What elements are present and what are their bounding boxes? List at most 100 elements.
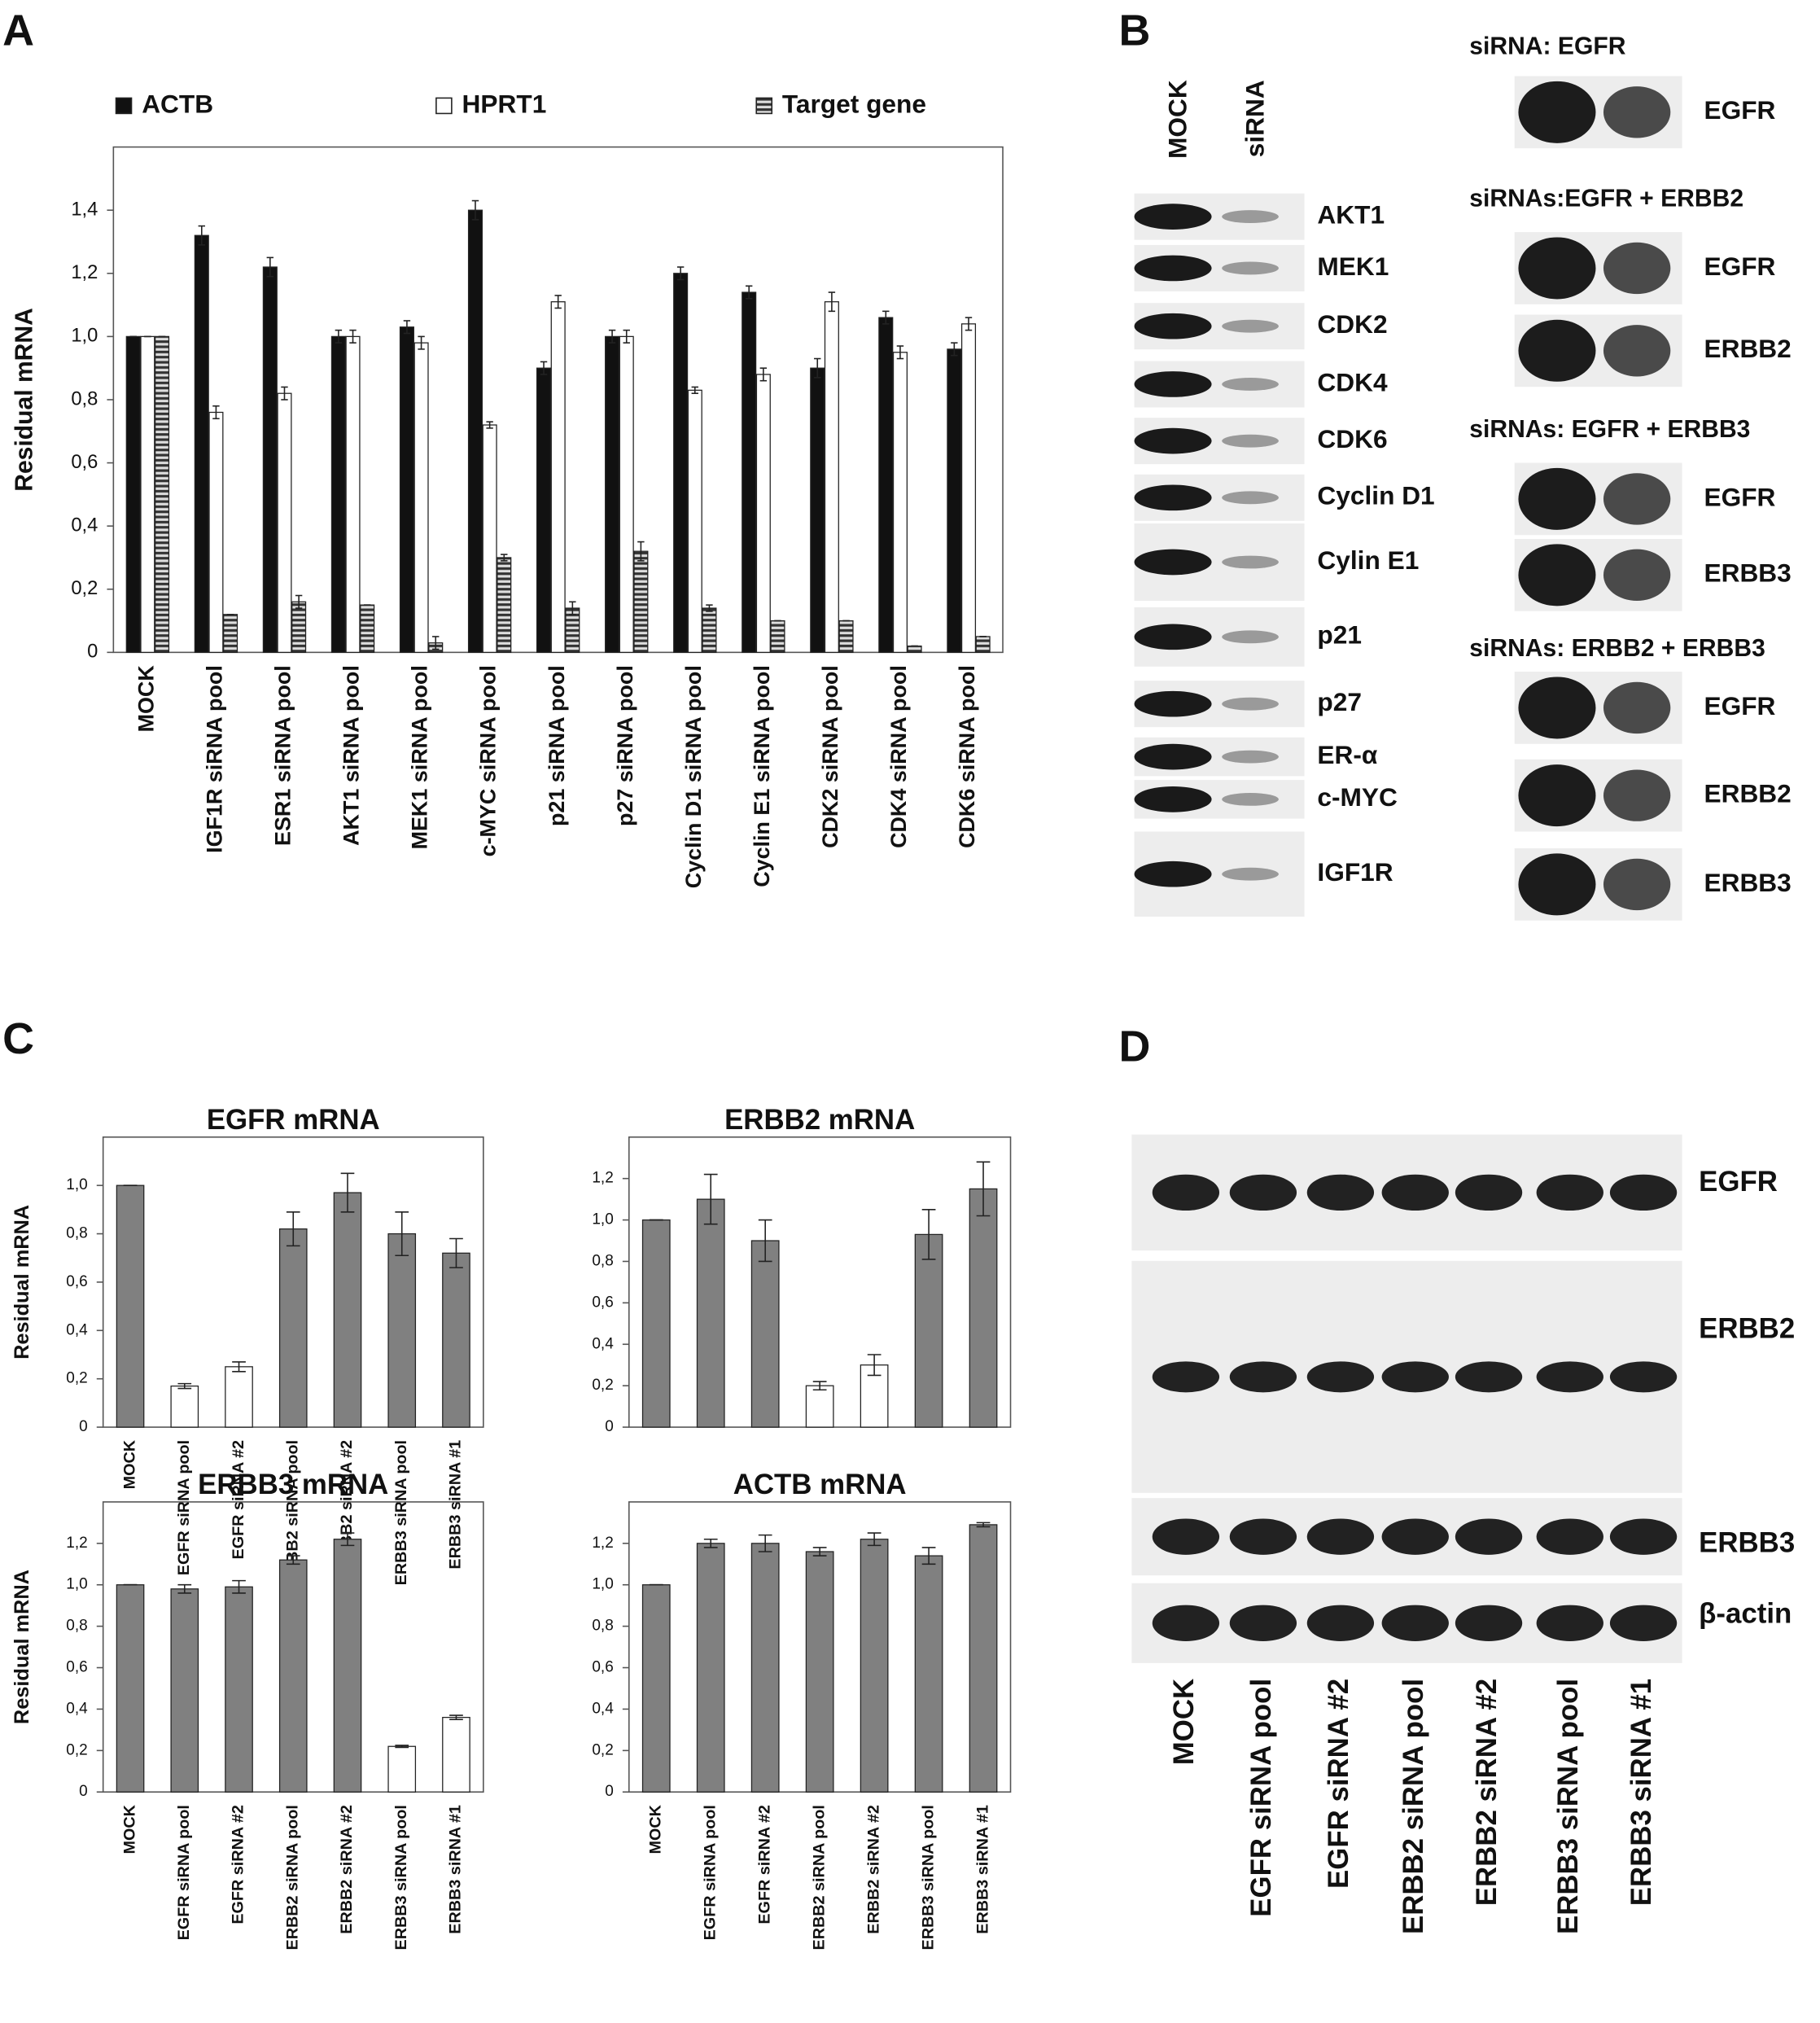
error-bar (554, 295, 562, 309)
blot-band (1134, 860, 1212, 887)
bar (442, 1252, 470, 1428)
y-tick-label: 0 (87, 641, 98, 663)
error-bar (976, 1161, 991, 1217)
bar (140, 335, 155, 653)
y-tick-label: 1,2 (592, 1170, 613, 1187)
blot-band (1229, 1518, 1297, 1555)
y-tick-label: 1,0 (592, 1576, 613, 1593)
y-tick-label: 0,4 (66, 1700, 88, 1717)
error-bar (703, 1173, 718, 1225)
x-tick-label: c-MYC siRNA pool (476, 665, 501, 856)
blot-band (1229, 1361, 1297, 1393)
error-bar (177, 1382, 192, 1390)
error-bar (286, 1555, 300, 1565)
blot-label: AKT1 (1317, 199, 1385, 229)
x-tick-label: ERBB2 siRNA #2 (338, 1440, 356, 1570)
error-bar (921, 1209, 936, 1260)
bar (838, 620, 854, 653)
bar (223, 614, 238, 653)
error-bar (266, 256, 274, 278)
lane-label: ERBB3 siRNA pool (1552, 1679, 1584, 1934)
y-tick-label: 0,2 (71, 577, 98, 599)
bar (116, 1184, 145, 1428)
y-tick-label: 1,2 (592, 1535, 613, 1552)
chart-title: ERBB2 mRNA (724, 1104, 915, 1136)
blot-band (1222, 491, 1279, 505)
blot-label: EGFR (1704, 252, 1775, 281)
lane-label: siRNA (1240, 80, 1269, 157)
legend-label: HPRT1 (462, 89, 547, 118)
bar (277, 392, 292, 653)
blot-band (1222, 792, 1279, 806)
x-tick-label: ERBB2 siRNA #2 (864, 1805, 882, 1934)
bar (805, 1385, 834, 1428)
blot-label: ERBB2 (1699, 1313, 1795, 1345)
x-tick-label: EGFR siRNA pool (175, 1805, 193, 1940)
blot-band (1381, 1605, 1449, 1641)
y-tick-label: 0,6 (592, 1294, 613, 1311)
error-bar (812, 1547, 827, 1557)
error-bar (637, 541, 645, 562)
bar (116, 1584, 145, 1793)
error-bar (608, 329, 616, 344)
error-bar (867, 1532, 882, 1547)
bar (208, 411, 224, 653)
bar (550, 301, 566, 653)
blot-label: CDK2 (1317, 309, 1387, 339)
blot-band (1222, 210, 1279, 224)
x-tick-label: Cyclin E1 siRNA pool (750, 665, 774, 887)
blot-band (1381, 1518, 1449, 1555)
blot-band (1222, 697, 1279, 711)
blot-band (1603, 681, 1671, 734)
error-bar (965, 317, 973, 331)
error-bar (471, 199, 479, 221)
bar (805, 1551, 834, 1793)
x-tick-label: EGFR siRNA #2 (230, 1805, 247, 1924)
blot-band (1609, 1361, 1678, 1393)
bar (824, 301, 839, 653)
bar (387, 1745, 417, 1793)
blot-band (1536, 1605, 1603, 1641)
blot-label: EGFR (1704, 482, 1775, 511)
error-bar (867, 1354, 882, 1377)
blot-label: ERBB2 (1704, 334, 1791, 363)
x-tick-label: ERBB3 siRNA #1 (447, 1805, 465, 1934)
blot-band (1455, 1605, 1523, 1641)
error-bar (432, 636, 440, 650)
bar (387, 1233, 417, 1428)
y-tick-label: 0 (79, 1783, 88, 1800)
blot-band (1306, 1605, 1375, 1641)
blot-band (1152, 1605, 1220, 1641)
error-bar (335, 329, 343, 344)
blot-band (1134, 549, 1212, 576)
blot-label: ERBB2 (1704, 778, 1791, 808)
bar (442, 1716, 470, 1793)
error-bar (198, 225, 205, 246)
x-tick-label: ERBB3 siRNA #1 (447, 1440, 465, 1570)
bar (497, 557, 512, 653)
blot-band (1222, 750, 1279, 764)
blot-band (1134, 371, 1212, 397)
error-bar (349, 329, 357, 344)
y-tick-label: 0 (605, 1783, 614, 1800)
bar (291, 601, 307, 653)
blot-band (1455, 1518, 1523, 1555)
x-tick-label: ERBB2 siRNA pool (810, 1805, 828, 1950)
error-bar (812, 1381, 827, 1391)
x-tick-label: ERBB2 siRNA #2 (338, 1805, 356, 1934)
y-tick-label: 0,6 (592, 1659, 613, 1676)
bar (878, 317, 894, 653)
bar (750, 1240, 780, 1428)
blot-band (1222, 378, 1279, 391)
blot-label: CDK4 (1317, 367, 1388, 396)
error-bar (540, 361, 548, 375)
y-axis-label: Residual mRNA (11, 308, 38, 492)
blot-band (1518, 544, 1596, 606)
x-tick-label: EGFR siRNA pool (175, 1440, 193, 1575)
y-tick-label: 1,4 (71, 198, 98, 220)
bar (278, 1228, 308, 1428)
y-tick-label: 0,6 (66, 1659, 87, 1676)
group-title: siRNAs:EGFR + ERBB2 (1469, 185, 1743, 212)
y-tick-label: 0,6 (66, 1273, 87, 1290)
bar (633, 550, 649, 653)
